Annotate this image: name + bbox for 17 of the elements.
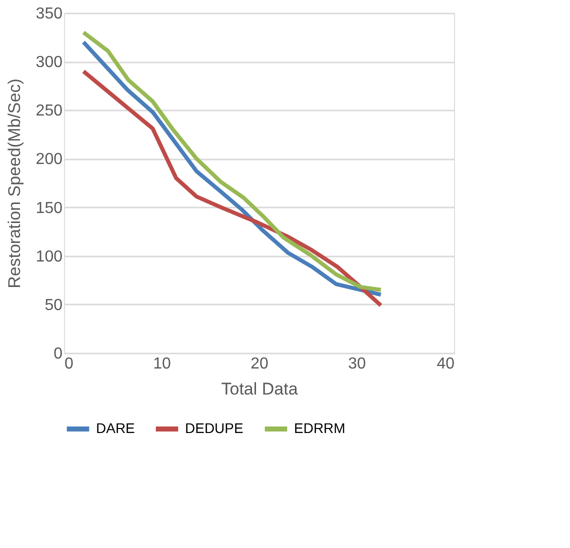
x-tick-label: 30 [348, 356, 366, 372]
legend-label: EDRRM [294, 420, 346, 436]
y-tick-label: 300 [36, 54, 63, 72]
legend-label: DARE [96, 420, 135, 436]
legend-label: DEDUPE [185, 420, 244, 436]
y-tick-label: 250 [36, 102, 63, 120]
y-tick-label: 50 [44, 296, 63, 314]
x-tick-label: 10 [153, 356, 171, 372]
y-tick-label: 350 [36, 6, 63, 22]
x-tick-label: 0 [64, 356, 74, 372]
y-axis-title: Restoration Speed(Mb/Sec) [4, 78, 24, 288]
y-tick-label: 150 [36, 200, 63, 217]
x-tick-label: 40 [436, 356, 455, 372]
x-axis-title: Total Data [221, 380, 298, 398]
x-tick-label: 20 [250, 356, 268, 372]
y-tick-label: 100 [36, 248, 63, 266]
y-tick-label: 200 [36, 151, 63, 168]
